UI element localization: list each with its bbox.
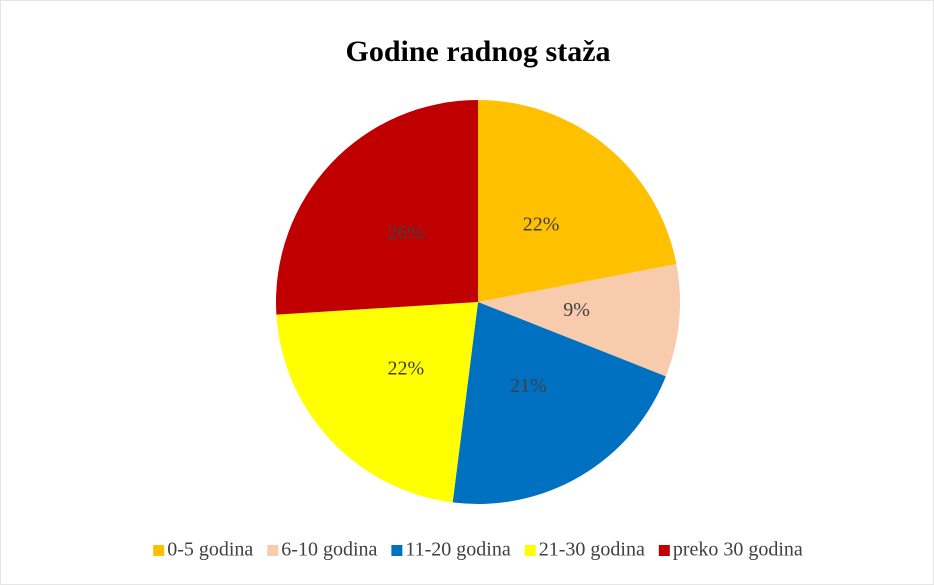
legend-label: 0-5 godina [167,539,253,561]
data-label: 9% [563,299,590,321]
legend-label: 21-30 godina [539,539,645,561]
data-label: 21% [510,375,547,397]
legend-swatch [658,545,670,556]
pie-slice [452,302,666,505]
legend-swatch [391,545,403,556]
legend-swatch [267,545,279,556]
data-label: 22% [388,357,425,379]
legend-swatch [153,545,165,556]
legend-label: 11-20 godina [405,539,510,561]
chart-title: Godine radnog staža [345,35,610,68]
pie-slice [276,100,478,315]
pie-slice [276,302,478,503]
legend-label: 6-10 godina [281,539,377,561]
data-label: 22% [523,213,560,235]
data-label: 26% [388,222,425,244]
legend-swatch [524,545,536,556]
pie-slice [478,264,680,377]
pie-slice [478,100,677,302]
legend-label: preko 30 godina [673,539,803,561]
